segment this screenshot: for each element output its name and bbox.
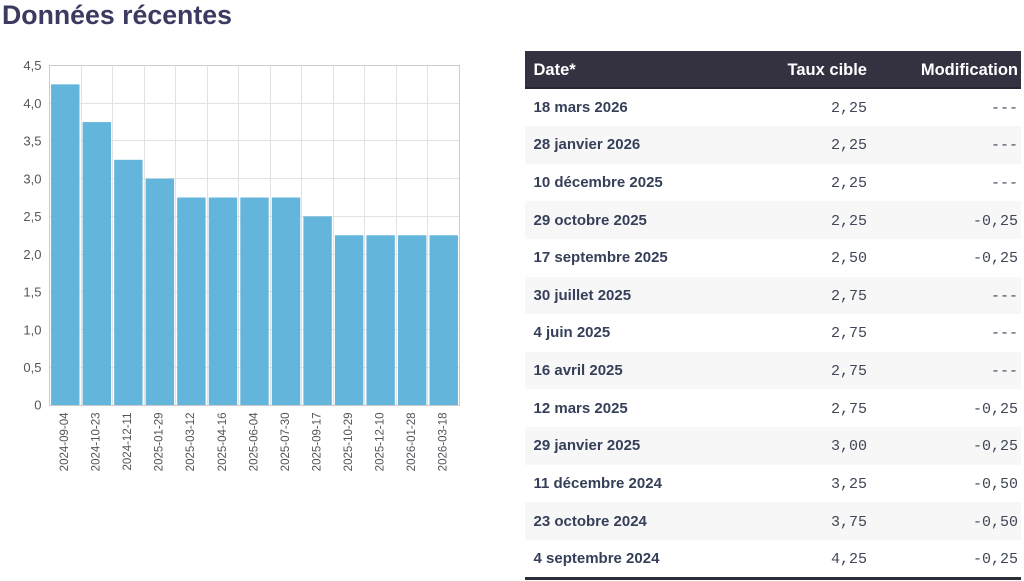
svg-text:2024-10-23: 2024-10-23 xyxy=(91,413,103,472)
svg-text:2025-06-04: 2025-06-04 xyxy=(248,412,260,471)
svg-text:4,5: 4,5 xyxy=(23,58,41,73)
svg-text:0: 0 xyxy=(34,398,41,413)
svg-text:1,0: 1,0 xyxy=(23,322,41,337)
svg-text:2,0: 2,0 xyxy=(23,247,41,262)
svg-text:2025-01-29: 2025-01-29 xyxy=(154,413,166,472)
svg-text:2026-01-28: 2026-01-28 xyxy=(406,413,418,472)
svg-text:1,5: 1,5 xyxy=(23,285,41,300)
svg-text:4,0: 4,0 xyxy=(23,96,41,111)
svg-text:2025-12-10: 2025-12-10 xyxy=(374,413,386,472)
svg-text:2025-10-29: 2025-10-29 xyxy=(343,413,355,472)
svg-text:2024-12-11: 2024-12-11 xyxy=(122,413,134,471)
svg-text:2025-07-30: 2025-07-30 xyxy=(280,413,292,472)
svg-text:2026-03-18: 2026-03-18 xyxy=(438,413,450,472)
svg-text:3,5: 3,5 xyxy=(23,134,41,149)
svg-text:2025-04-16: 2025-04-16 xyxy=(217,413,229,472)
svg-text:0,5: 0,5 xyxy=(23,360,41,375)
svg-text:2025-03-12: 2025-03-12 xyxy=(185,413,197,472)
svg-text:2024-09-04: 2024-09-04 xyxy=(59,412,71,471)
svg-text:2025-09-17: 2025-09-17 xyxy=(311,413,323,472)
svg-text:3,0: 3,0 xyxy=(23,171,41,186)
svg-text:2,5: 2,5 xyxy=(23,209,41,224)
